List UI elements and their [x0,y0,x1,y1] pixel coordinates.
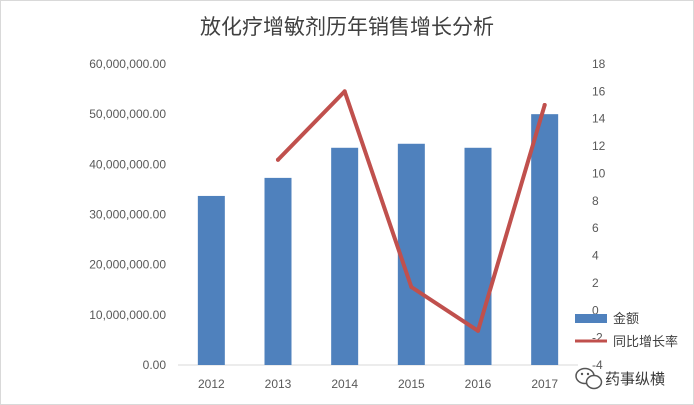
line-point [542,103,547,108]
line-point [342,89,347,94]
right-tick-label: 8 [592,194,599,208]
x-axis-ticks: 2012 2013 2014 2015 2016 2017 [198,377,558,391]
bar [331,147,359,365]
right-tick-label: 18 [592,57,606,71]
x-tick-label: 2016 [465,377,492,391]
left-tick-label: 0.00 [143,358,167,372]
x-tick-label: 2014 [331,377,358,391]
bar [197,195,225,365]
right-tick-label: 16 [592,84,606,98]
bar [397,143,425,365]
bar [531,114,559,366]
right-tick-label: 2 [592,276,599,290]
x-tick-label: 2017 [531,377,558,391]
bar [264,177,292,365]
x-tick-label: 2015 [398,377,425,391]
right-tick-label: 6 [592,221,599,235]
bar-series [197,114,559,366]
x-tick-label: 2013 [265,377,292,391]
legend: 金额 同比增长率 [575,311,678,350]
line-series [276,89,547,333]
right-tick-label: -4 [592,358,603,372]
right-axis-ticks: -4 -2 0 2 4 6 8 10 12 14 16 18 [592,57,606,372]
legend-label-bar: 金额 [613,311,639,327]
left-tick-label: 20,000,000.00 [89,258,166,272]
line-point [409,285,414,290]
wechat-icon [575,367,603,390]
right-tick-label: 12 [592,139,606,153]
x-tick-label: 2012 [198,377,225,391]
right-tick-label: 4 [592,249,599,263]
chart-title: 放化疗增敏剂历年销售增长分析 [200,15,494,39]
left-tick-label: 30,000,000.00 [89,208,166,222]
watermark-text: 药事纵横 [605,370,665,388]
left-axis-ticks: 0.00 10,000,000.00 20,000,000.00 30,000,000… [89,57,166,372]
watermark: 药事纵横 [575,367,665,390]
right-tick-label: 10 [592,166,606,180]
left-tick-label: 10,000,000.00 [89,308,166,322]
right-tick-label: 14 [592,112,606,126]
legend-swatch-bar [575,314,607,323]
legend-label-line: 同比增长率 [613,334,678,350]
right-tick-label: 0 [592,303,599,317]
left-tick-label: 50,000,000.00 [89,107,166,121]
line-point [476,328,480,333]
right-tick-label: -2 [592,331,603,345]
left-tick-label: 40,000,000.00 [89,157,166,171]
left-tick-label: 60,000,000.00 [89,57,166,71]
line-point [276,157,280,162]
